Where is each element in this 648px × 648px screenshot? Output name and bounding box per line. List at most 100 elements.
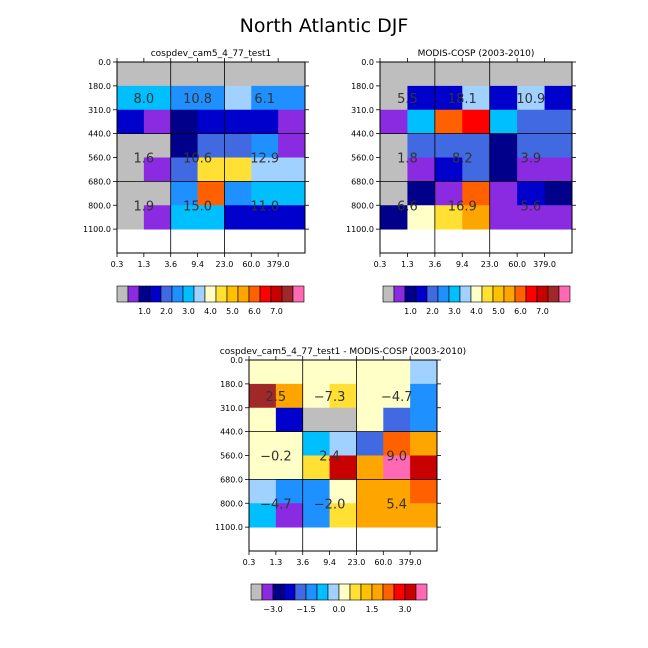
heatmap-cell [249, 455, 277, 480]
heatmap-cell [302, 407, 330, 433]
heatmap-cell [224, 133, 252, 158]
heatmap-cell [197, 157, 225, 182]
colorbar-label: 1.5 [366, 605, 379, 614]
box-value-label: 15.0 [183, 199, 212, 214]
colorbar-swatch [459, 285, 472, 303]
x-tick-label: 23.0 [481, 260, 499, 269]
heatmap-cell [329, 407, 357, 433]
colorbar-swatch [371, 583, 384, 601]
heatmap-cell [197, 181, 225, 206]
y-tick-label: 1100.0 [346, 225, 374, 234]
colorbar-swatch [382, 285, 395, 303]
heatmap-cell [117, 62, 145, 87]
colorbar-swatch [237, 285, 250, 303]
heatmap-cell [489, 109, 518, 135]
heatmap-cell [410, 503, 438, 528]
heatmap-cell [462, 85, 491, 111]
heatmap-cell [380, 205, 408, 230]
heatmap-cell [224, 109, 252, 135]
heatmap-cell [170, 157, 198, 182]
heatmap-cell [329, 360, 357, 385]
heatmap-cell [383, 455, 411, 480]
colorbar-swatch [259, 285, 272, 303]
heatmap-cell [517, 157, 545, 182]
colorbar-label: 1.0 [138, 307, 151, 316]
box-value-label: −7.3 [314, 390, 346, 405]
heatmap-cell [380, 85, 408, 111]
heatmap-cell [197, 109, 225, 135]
heatmap-cell [434, 109, 463, 135]
y-tick-label: 560.0 [88, 154, 111, 163]
colorbar-label: 5.0 [226, 307, 239, 316]
heatmap-cell [143, 133, 172, 158]
panel-1: cospdev_cam5_4_77_test1 8.0 10.8 6.1 1.6 10.6… [83, 49, 309, 316]
box-value-label: −4.7 [260, 497, 292, 512]
colorbar-swatch [470, 285, 483, 303]
y-tick-label: 440.0 [88, 130, 111, 139]
y-tick-label: 440.0 [220, 428, 243, 437]
colorbar-label: 4.0 [470, 307, 483, 316]
x-tick-label: 60.0 [508, 260, 526, 269]
heatmap-cell [275, 503, 304, 528]
heatmap-cell [356, 479, 384, 504]
heatmap-cell [302, 503, 330, 528]
heatmap-cell [278, 62, 306, 87]
x-tick-label: 1.3 [401, 260, 414, 269]
colorbar-label: 2.0 [426, 307, 439, 316]
colorbar-label: 0.0 [333, 605, 346, 614]
colorbar-swatch [281, 285, 294, 303]
heatmap-cell [380, 133, 408, 158]
heatmap-cell [275, 360, 304, 385]
y-tick-label: 180.0 [351, 82, 374, 91]
heatmap-cell [410, 455, 438, 480]
figure-title: North Atlantic DJF [240, 15, 409, 37]
heatmap-cell [489, 62, 518, 87]
colorbar-swatch [415, 583, 428, 601]
heatmap-cell [434, 157, 463, 182]
colorbar-swatch [558, 285, 571, 303]
box-value-label: 2.5 [266, 390, 287, 405]
heatmap-cell [197, 133, 225, 158]
heatmap-cell [489, 85, 518, 111]
heatmap-cell [544, 62, 573, 87]
box-value-label: 1.8 [397, 152, 418, 167]
colorbar-swatch [338, 583, 351, 601]
heatmap-cell [517, 181, 545, 206]
x-tick-label: 23.0 [216, 260, 234, 269]
heatmap-cell [434, 205, 463, 230]
colorbar-label: 5.0 [492, 307, 505, 316]
heatmap-cell [143, 62, 172, 87]
y-tick-label: 310.0 [88, 106, 111, 115]
box-value-label: 5.6 [521, 199, 542, 214]
heatmap-cell [251, 205, 279, 230]
heatmap-cell [143, 109, 172, 135]
heatmap-cell [302, 479, 330, 504]
heatmap-cell [117, 133, 145, 158]
heatmap-cell [197, 205, 225, 230]
heatmap-cell [251, 133, 279, 158]
box-value-label: −2.0 [314, 497, 346, 512]
colorbar-swatch [272, 583, 285, 601]
box-value-label: 10.6 [183, 152, 212, 167]
heatmap-cell [249, 503, 277, 528]
colorbar-label: 4.0 [204, 307, 217, 316]
heatmap-cell [517, 133, 545, 158]
panel-title: MODIS-COSP (2003-2010) [418, 49, 535, 59]
heatmap-cell [275, 383, 304, 409]
y-tick-label: 800.0 [220, 499, 243, 508]
heatmap-cell [275, 431, 304, 456]
colorbar-swatch [382, 583, 395, 601]
x-tick-label: 3.6 [296, 558, 309, 567]
x-tick-label: 0.3 [243, 558, 256, 567]
x-tick-label: 9.4 [456, 260, 469, 269]
heatmap-cell [356, 383, 384, 409]
heatmap-cell [383, 407, 411, 433]
colorbar-swatch [149, 285, 162, 303]
heatmap-cell [462, 205, 491, 230]
box-value-label: 11.0 [250, 199, 279, 214]
x-tick-label: 9.4 [191, 260, 204, 269]
panel-3: cospdev_cam5_4_77_test1 - MODIS-COSP (20… [215, 347, 466, 614]
x-tick-label: 0.3 [111, 260, 124, 269]
heatmap-cell [434, 181, 463, 206]
